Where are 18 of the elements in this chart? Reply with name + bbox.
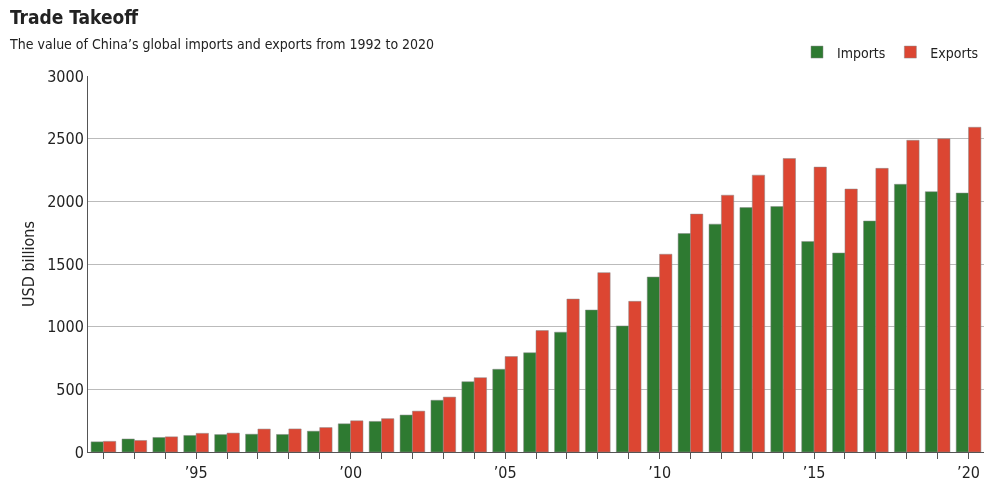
y-tick-label: 3000 — [47, 66, 84, 86]
chart-subtitle: The value of China’s global imports and exports from 1992 to 2020 — [9, 36, 435, 52]
x-tick-label: ’00 — [339, 463, 363, 483]
y-tick-label: 2500 — [47, 129, 84, 149]
y-tick-label: 0 — [74, 442, 84, 462]
x-tick-label: ’20 — [957, 463, 980, 483]
chart-title: Trade Takeoff — [10, 6, 139, 29]
legend-label: Exports — [930, 44, 979, 61]
x-tick-label: ’95 — [184, 463, 208, 483]
y-tick-label: 1000 — [47, 317, 84, 337]
y-tick-label: 2000 — [47, 191, 84, 211]
y-tick-label: 1500 — [47, 254, 84, 274]
y-tick-label: 500 — [56, 379, 84, 399]
legend-label: Imports — [837, 44, 886, 61]
y-axis-title: USD billions — [19, 221, 39, 307]
x-tick-label: ’05 — [493, 463, 517, 483]
x-tick-label: ’15 — [802, 463, 826, 483]
x-tick-label: ’10 — [648, 463, 672, 483]
